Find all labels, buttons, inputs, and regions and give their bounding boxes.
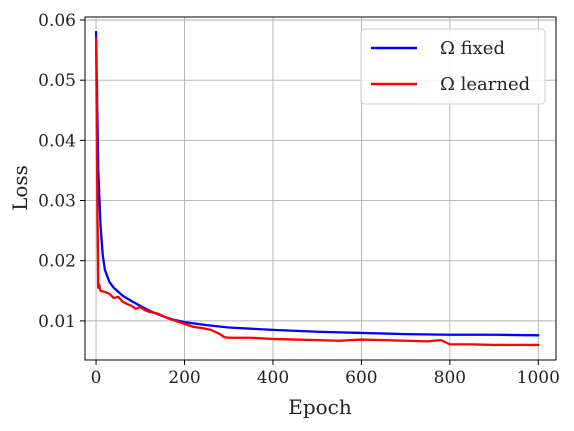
y-tick-label: 0.05 xyxy=(38,71,76,91)
legend-label-omega-learned: Ω learned xyxy=(440,74,530,95)
x-tick-label: 200 xyxy=(168,368,200,388)
y-axis-label: Loss xyxy=(8,165,32,211)
axis-ticks: 0 200 400 600 800 1000 0.01 0.02 0.03 0.04 0.05 0.0… xyxy=(38,11,560,388)
y-tick-label: 0.02 xyxy=(38,252,76,272)
x-tick-label: 0 xyxy=(91,368,102,388)
legend-label-omega-fixed: Ω fixed xyxy=(440,38,505,59)
y-tick-label: 0.06 xyxy=(38,11,76,31)
x-tick-label: 1000 xyxy=(517,368,560,388)
x-axis-label: Epoch xyxy=(288,395,352,419)
y-tick-label: 0.04 xyxy=(38,131,76,151)
legend: Ω fixed Ω learned xyxy=(360,28,546,105)
series-lines xyxy=(94,30,540,347)
x-tick-label: 400 xyxy=(257,368,289,388)
y-tick-label: 0.01 xyxy=(38,312,76,332)
y-tick-label: 0.03 xyxy=(38,192,76,212)
x-tick-label: 600 xyxy=(345,368,377,388)
x-tick-label: 800 xyxy=(434,368,466,388)
series-line-omega-learned xyxy=(94,36,540,347)
plot-area-frame xyxy=(84,16,557,361)
